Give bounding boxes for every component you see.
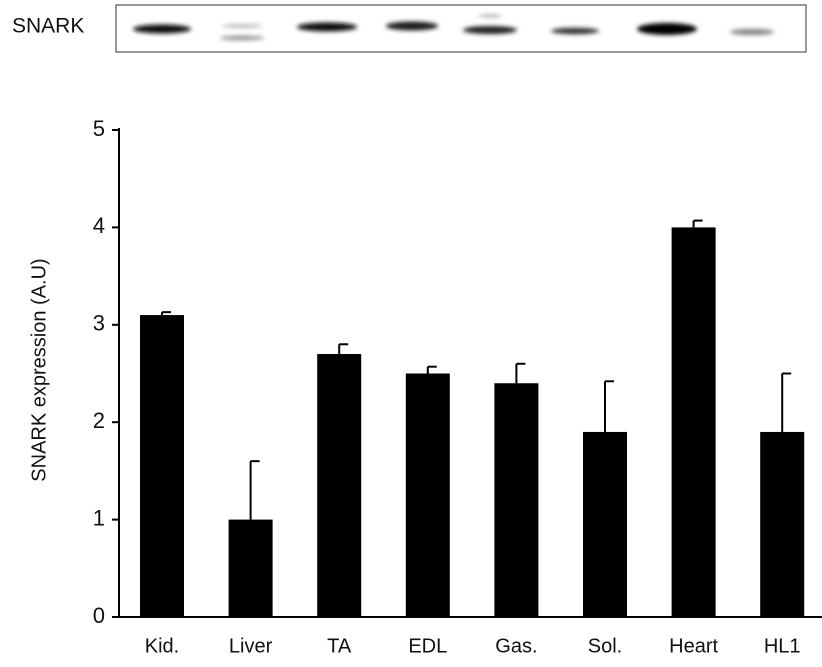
y-tick-label: 4 <box>93 213 105 238</box>
bar <box>406 374 450 618</box>
x-tick-label: Kid. <box>145 635 179 657</box>
x-tick-label: Liver <box>229 635 273 657</box>
x-tick-label: Gas. <box>495 635 537 657</box>
bar <box>672 227 716 617</box>
y-tick-label: 0 <box>93 603 105 628</box>
x-tick-label: HL1 <box>764 635 801 657</box>
bar <box>317 354 361 617</box>
bar <box>494 383 538 617</box>
y-tick-label: 1 <box>93 505 105 530</box>
y-axis-label: SNARK expression (A.U) <box>28 258 50 481</box>
blot-frame <box>116 5 806 52</box>
page: {"blot": {"label": "SNARK"}, "chart_data… <box>0 0 822 667</box>
x-tick-label: TA <box>327 635 352 657</box>
bar <box>583 432 627 617</box>
bar <box>760 432 804 617</box>
y-tick-label: 3 <box>93 311 105 336</box>
x-tick-label: Heart <box>669 635 718 657</box>
y-tick-label: 5 <box>93 116 105 141</box>
y-tick-label: 2 <box>93 408 105 433</box>
blot-label: SNARK <box>12 15 84 38</box>
figure: SNARK SNARK expression (A.U) 0 1 2 3 4 5 Kid. L… <box>0 0 822 667</box>
bar <box>229 520 273 617</box>
bar <box>140 315 184 617</box>
x-tick-label: EDL <box>408 635 447 657</box>
x-tick-label: Sol. <box>588 635 622 657</box>
